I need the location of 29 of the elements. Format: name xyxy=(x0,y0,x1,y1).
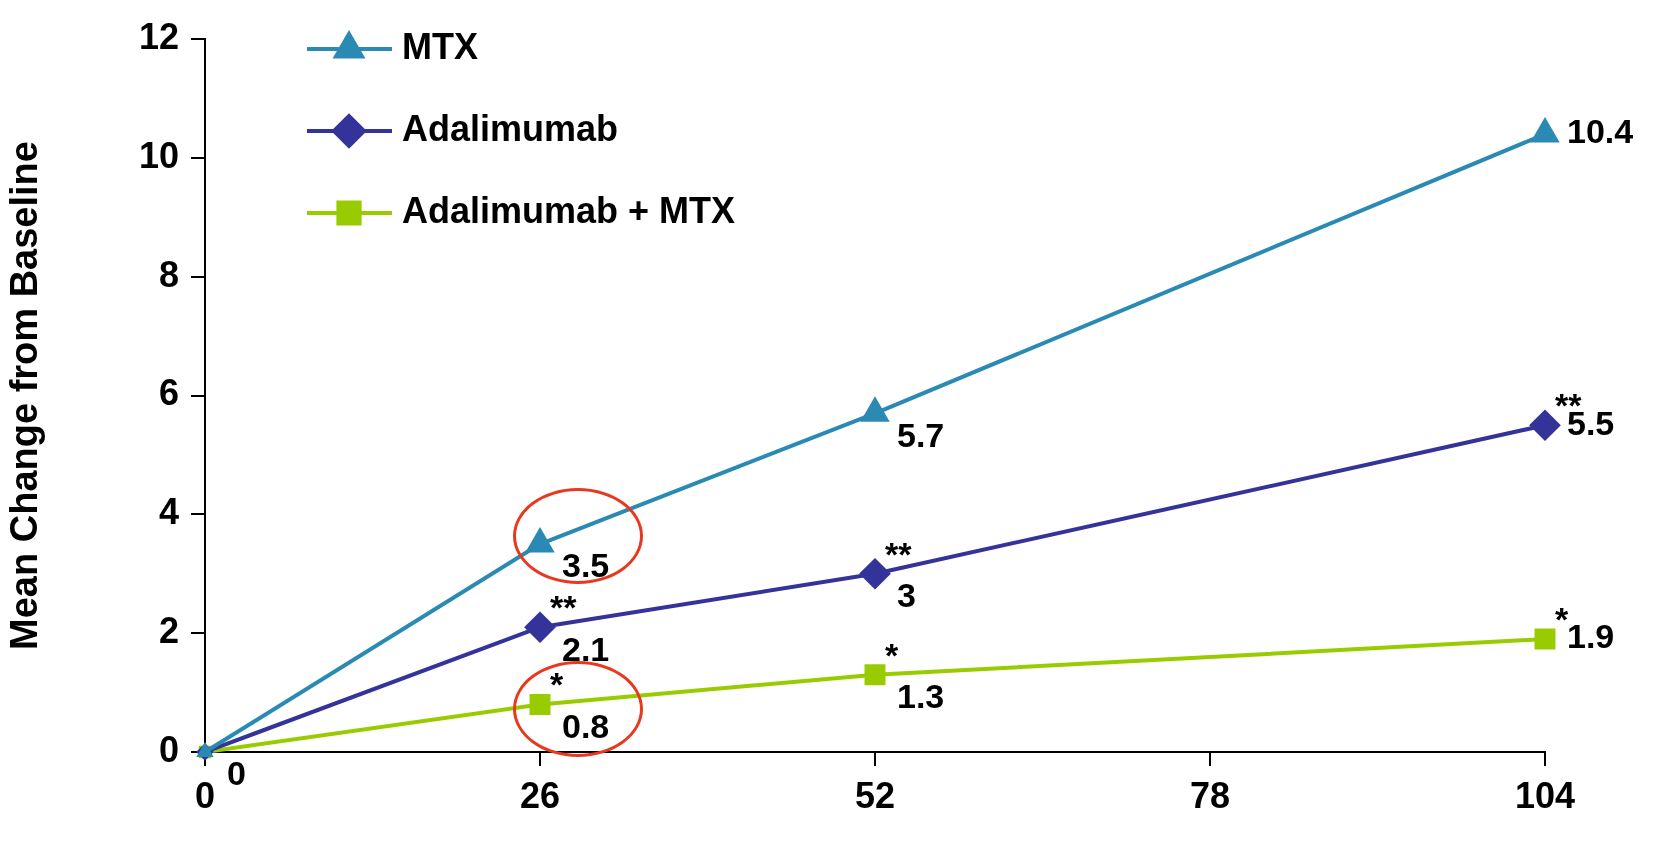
data-label: 5.7 xyxy=(897,415,945,454)
y-tick-label: 4 xyxy=(158,491,179,533)
data-label: 3 xyxy=(897,576,916,615)
annotation: ** xyxy=(885,534,913,573)
x-tick-label: 104 xyxy=(1514,774,1576,816)
y-tick-label: 2 xyxy=(158,610,179,652)
annotation: * xyxy=(550,665,564,704)
x-tick-label: 0 xyxy=(194,774,216,816)
data-label: 1.9 xyxy=(1567,617,1615,656)
data-label: 3.5 xyxy=(562,546,610,585)
annotation: ** xyxy=(550,588,578,627)
y-axis-title: Mean Change from Baseline xyxy=(3,141,46,650)
annotation: * xyxy=(1555,600,1569,639)
y-tick-label: 8 xyxy=(158,253,179,295)
y-tick-label: 6 xyxy=(158,372,179,414)
x-tick-label: 78 xyxy=(1189,774,1231,816)
data-label: 10.4 xyxy=(1567,112,1634,151)
y-tick-label: 0 xyxy=(158,728,179,770)
y-tick-label: 10 xyxy=(138,134,179,176)
annotation: * xyxy=(885,635,899,674)
data-label: 0.8 xyxy=(562,706,610,745)
legend-label: Adalimumab + MTX xyxy=(402,189,736,231)
x-tick-label: 26 xyxy=(519,774,561,816)
legend-label: MTX xyxy=(402,25,478,67)
x-tick-label: 52 xyxy=(854,774,896,816)
data-label: 2.1 xyxy=(562,629,610,668)
legend-label: Adalimumab xyxy=(402,107,619,149)
data-label: 1.3 xyxy=(897,677,945,716)
y-tick-label: 12 xyxy=(138,15,179,57)
